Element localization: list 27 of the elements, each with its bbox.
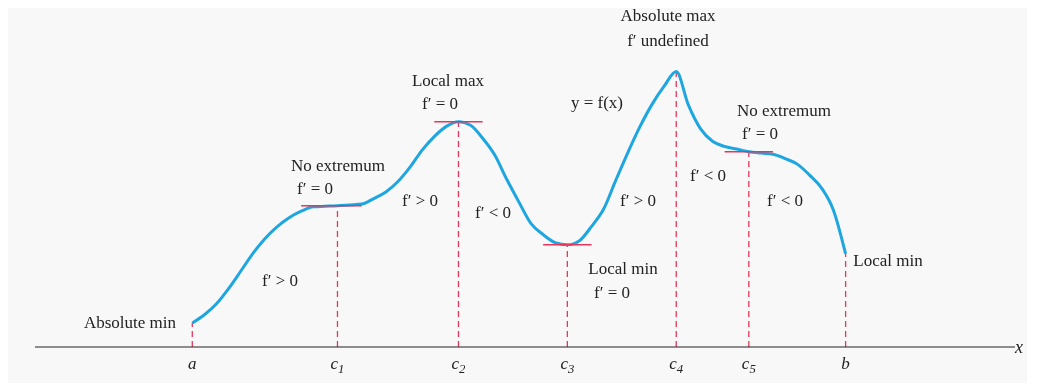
annotation: f′ > 0 bbox=[262, 271, 298, 290]
annotation: Local min bbox=[853, 251, 924, 270]
x-tick-label: c$_{3}$ bbox=[560, 354, 575, 376]
annotation: No extremum bbox=[737, 101, 831, 120]
x-tick-label: a bbox=[188, 354, 197, 373]
annotation: f′ > 0 bbox=[402, 191, 438, 210]
annotation: f′ = 0 bbox=[742, 124, 778, 143]
annotation: f′ < 0 bbox=[475, 203, 511, 222]
x-tick-label: c$_{1}$ bbox=[330, 354, 345, 376]
x-tick-label: c$_{4}$ bbox=[669, 354, 684, 376]
x-tick-label: b bbox=[841, 354, 850, 373]
text: f′ undefined bbox=[627, 31, 710, 50]
annotation: Absolute min bbox=[83, 313, 177, 332]
annotation: y = f(x) bbox=[570, 93, 624, 112]
annotation: f′ > 0 bbox=[620, 191, 656, 210]
annotation: No extremum bbox=[291, 156, 385, 175]
annotation: f′ < 0 bbox=[690, 166, 726, 185]
x-tick-label: c$_{5}$ bbox=[741, 354, 756, 376]
annotation: f′ < 0 bbox=[767, 191, 803, 210]
x-axis-title: x bbox=[1014, 337, 1023, 357]
annotation: Local max bbox=[411, 71, 485, 90]
annotation: f′ = 0 bbox=[422, 94, 458, 113]
text: Absolute max bbox=[620, 6, 716, 25]
x-tick-label: c$_{2}$ bbox=[451, 354, 467, 376]
annotation: f′ = 0 bbox=[594, 283, 630, 302]
annotation: Local min bbox=[588, 259, 659, 278]
annotation: f′ = 0 bbox=[297, 179, 333, 198]
